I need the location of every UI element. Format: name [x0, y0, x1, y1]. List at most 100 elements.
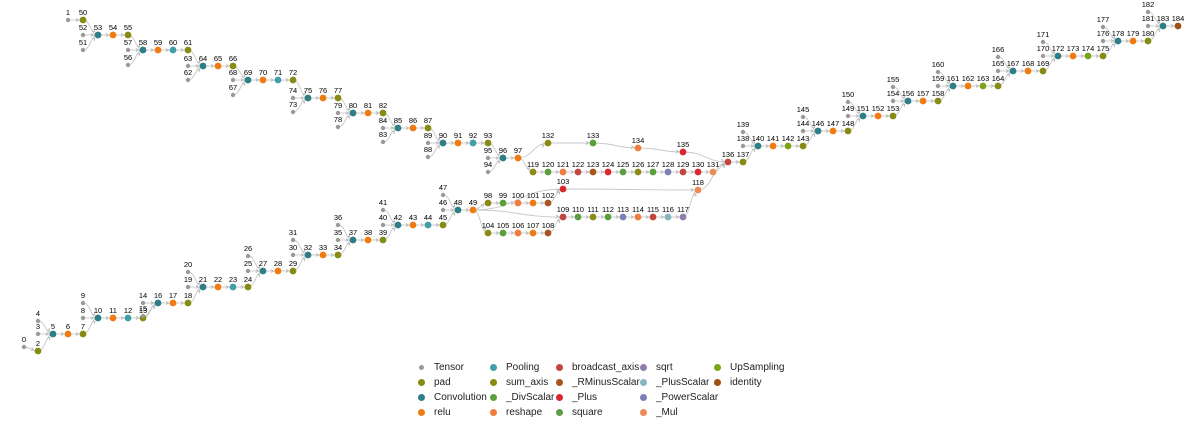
graph-node-161[interactable]: 161 — [947, 74, 960, 90]
node-dot[interactable] — [1084, 52, 1092, 60]
graph-node-12[interactable]: 12 — [124, 306, 132, 322]
node-dot[interactable] — [935, 83, 941, 89]
node-dot[interactable] — [245, 268, 251, 274]
graph-node-10[interactable]: 10 — [94, 306, 102, 322]
node-dot[interactable] — [380, 125, 386, 131]
graph-node-49[interactable]: 49 — [469, 198, 477, 214]
graph-node-160[interactable]: 160 — [932, 60, 945, 75]
node-dot[interactable] — [604, 168, 612, 176]
graph-node-125[interactable]: 125 — [617, 160, 630, 176]
node-dot[interactable] — [364, 109, 372, 117]
node-dot[interactable] — [425, 154, 431, 160]
node-dot[interactable] — [589, 139, 597, 147]
graph-node-169[interactable]: 169 — [1037, 59, 1050, 75]
node-dot[interactable] — [769, 142, 777, 150]
graph-node-2[interactable]: 2 — [34, 339, 42, 355]
graph-node-34[interactable]: 34 — [334, 243, 342, 259]
graph-node-124[interactable]: 124 — [602, 160, 615, 176]
node-dot[interactable] — [79, 16, 87, 24]
graph-node-122[interactable]: 122 — [572, 160, 585, 176]
graph-node-145[interactable]: 145 — [797, 105, 810, 120]
node-dot[interactable] — [514, 199, 522, 207]
node-dot[interactable] — [230, 77, 236, 83]
graph-node-59[interactable]: 59 — [154, 38, 162, 54]
graph-node-27[interactable]: 27 — [259, 259, 267, 275]
graph-node-7[interactable]: 7 — [79, 322, 87, 338]
node-dot[interactable] — [140, 300, 146, 306]
node-dot[interactable] — [844, 127, 852, 135]
node-dot[interactable] — [829, 127, 837, 135]
node-dot[interactable] — [679, 213, 687, 221]
node-dot[interactable] — [935, 69, 941, 75]
node-dot[interactable] — [65, 17, 71, 23]
node-dot[interactable] — [1100, 38, 1106, 44]
graph-node-106[interactable]: 106 — [512, 221, 525, 237]
graph-node-75[interactable]: 75 — [304, 86, 312, 102]
graph-node-133[interactable]: 133 — [587, 131, 600, 147]
node-dot[interactable] — [1040, 39, 1046, 45]
node-dot[interactable] — [499, 229, 507, 237]
node-dot[interactable] — [890, 84, 896, 90]
graph-node-121[interactable]: 121 — [557, 160, 570, 176]
node-dot[interactable] — [394, 124, 402, 132]
graph-node-91[interactable]: 91 — [454, 131, 462, 147]
node-dot[interactable] — [484, 139, 492, 147]
graph-node-118[interactable]: 118 — [692, 178, 704, 194]
node-dot[interactable] — [244, 283, 252, 291]
node-dot[interactable] — [199, 283, 207, 291]
graph-node-60[interactable]: 60 — [169, 38, 177, 54]
graph-node-104[interactable]: 104 — [482, 221, 495, 237]
graph-node-172[interactable]: 172 — [1052, 44, 1065, 60]
node-dot[interactable] — [199, 62, 207, 70]
node-dot[interactable] — [874, 112, 882, 120]
node-dot[interactable] — [1054, 52, 1062, 60]
node-dot[interactable] — [634, 213, 642, 221]
node-dot[interactable] — [124, 31, 132, 39]
node-dot[interactable] — [364, 236, 372, 244]
node-dot[interactable] — [334, 94, 342, 102]
node-dot[interactable] — [634, 168, 642, 176]
node-dot[interactable] — [109, 314, 117, 322]
node-dot[interactable] — [259, 267, 267, 275]
node-dot[interactable] — [35, 318, 41, 324]
graph-node-40[interactable]: 40 — [379, 213, 387, 228]
graph-node-4[interactable]: 4 — [35, 309, 41, 324]
node-dot[interactable] — [739, 158, 747, 166]
graph-node-129[interactable]: 129 — [677, 160, 690, 176]
node-dot[interactable] — [394, 221, 402, 229]
graph-node-177[interactable]: 177 — [1097, 15, 1110, 30]
graph-node-79[interactable]: 79 — [334, 101, 342, 116]
graph-node-180[interactable]: 180 — [1142, 29, 1155, 45]
graph-node-1[interactable]: 1 — [65, 8, 71, 23]
graph-node-110[interactable]: 110 — [572, 205, 584, 221]
graph-node-83[interactable]: 83 — [379, 130, 387, 145]
graph-node-6[interactable]: 6 — [64, 322, 72, 338]
graph-node-143[interactable]: 143 — [797, 134, 810, 150]
graph-node-147[interactable]: 147 — [827, 119, 840, 135]
node-dot[interactable] — [514, 229, 522, 237]
node-dot[interactable] — [334, 251, 342, 259]
graph-node-90[interactable]: 90 — [439, 131, 447, 147]
graph-node-171[interactable]: 171 — [1037, 30, 1050, 45]
node-dot[interactable] — [499, 199, 507, 207]
node-dot[interactable] — [184, 299, 192, 307]
node-dot[interactable] — [709, 168, 717, 176]
node-dot[interactable] — [619, 168, 627, 176]
node-dot[interactable] — [559, 213, 567, 221]
graph-node-24[interactable]: 24 — [244, 275, 252, 291]
graph-node-53[interactable]: 53 — [94, 23, 102, 39]
node-dot[interactable] — [694, 186, 702, 194]
node-dot[interactable] — [919, 97, 927, 105]
node-dot[interactable] — [784, 142, 792, 150]
graph-node-74[interactable]: 74 — [289, 86, 297, 101]
node-dot[interactable] — [679, 168, 687, 176]
graph-node-73[interactable]: 73 — [289, 100, 297, 115]
node-dot[interactable] — [319, 94, 327, 102]
graph-node-35[interactable]: 35 — [334, 228, 342, 243]
node-dot[interactable] — [80, 315, 86, 321]
node-dot[interactable] — [335, 222, 341, 228]
node-dot[interactable] — [274, 267, 282, 275]
node-dot[interactable] — [649, 213, 657, 221]
graph-node-19[interactable]: 19 — [184, 275, 192, 290]
graph-node-127[interactable]: 127 — [647, 160, 660, 176]
